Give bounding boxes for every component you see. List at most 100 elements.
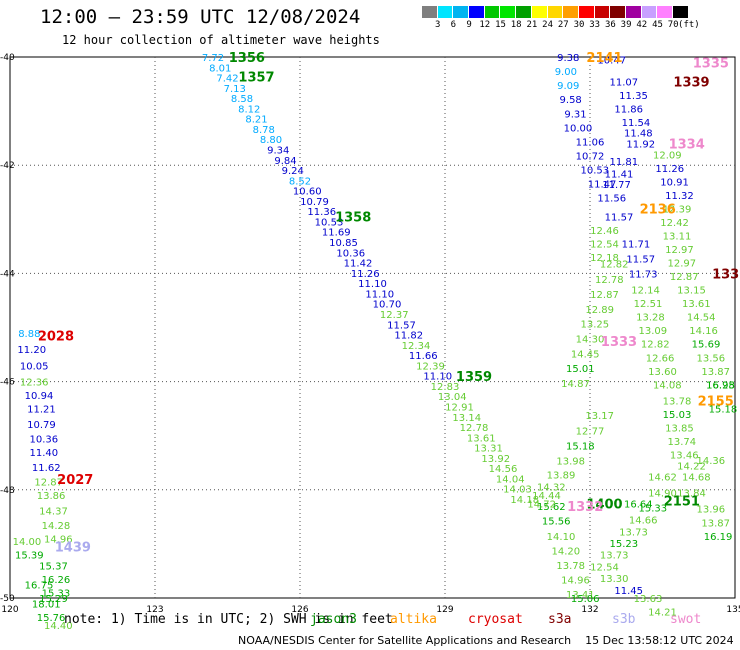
wave-height-value: 14.22 <box>677 461 706 472</box>
wave-height-value: 13.73 <box>619 527 648 538</box>
x-tick-label: 123 <box>146 605 163 615</box>
wave-height-value: 12.87 <box>590 290 619 301</box>
wave-height-value: 12.82 <box>641 340 670 351</box>
wave-height-value: 9.09 <box>557 81 579 92</box>
wave-height-value: 8.01 <box>209 63 231 74</box>
wave-height-value: 13.09 <box>639 326 668 337</box>
wave-height-value: 14.32 <box>537 483 566 494</box>
track-id-label: 1335 <box>693 56 729 71</box>
wave-height-value: 14.40 <box>44 621 73 632</box>
wave-height-value: 14.20 <box>552 546 581 557</box>
wave-height-value: 10.85 <box>329 238 358 249</box>
wave-height-value: 14.90 <box>648 489 677 500</box>
wave-height-value: 13.60 <box>648 367 677 378</box>
scale-label: 15 <box>495 20 506 30</box>
wave-height-value: 15.37 <box>39 562 68 573</box>
color-scale-bar <box>422 6 689 18</box>
wave-height-value: 16.19 <box>704 532 733 543</box>
wave-height-value: 11.10 <box>365 289 394 300</box>
wave-height-value: 14.45 <box>571 349 600 360</box>
wave-height-value: 10.05 <box>20 361 49 372</box>
wave-height-value: 11.47 <box>588 180 617 191</box>
scale-swatch <box>610 6 626 18</box>
wave-height-value: 14.44 <box>532 491 561 502</box>
wave-height-value: 14.10 <box>547 532 576 543</box>
x-tick-label: 120 <box>1 605 18 615</box>
scale-swatch <box>531 6 548 18</box>
wave-height-value: 13.04 <box>438 392 467 403</box>
wave-height-value: 13.63 <box>634 594 663 605</box>
wave-height-value: 13.17 <box>585 411 614 422</box>
scale-label: 12 <box>479 20 491 30</box>
wave-height-value: 14.96 <box>44 534 73 545</box>
wave-height-value: 11.69 <box>322 228 351 239</box>
wave-height-value: 14.04 <box>496 474 525 485</box>
wave-height-value: 8.21 <box>245 115 267 126</box>
wave-height-value: 13.87 <box>701 367 730 378</box>
wave-height-value: 13.28 <box>636 313 665 324</box>
scale-swatch <box>437 6 454 18</box>
wave-height-value: 13.31 <box>474 444 503 455</box>
wave-height-value: 13.87 <box>701 518 730 529</box>
wave-height-value: 11.42 <box>344 259 373 270</box>
wave-height-value: 12.97 <box>668 259 697 270</box>
wave-height-value: 11.82 <box>394 331 423 342</box>
wave-height-value: 10.36 <box>30 434 59 445</box>
wave-height-value: 11.57 <box>387 320 416 331</box>
track-labels: 7.728.017.427.138.588.128.218.788.809.34… <box>13 51 740 632</box>
wave-height-value: 16.75 <box>25 580 54 591</box>
wave-height-value: 12.51 <box>634 299 663 310</box>
wave-height-value: 12.18 <box>590 253 619 264</box>
scale-swatch <box>673 6 689 18</box>
wave-height-value: 11.26 <box>655 164 684 175</box>
wave-height-value: 13.92 <box>481 454 510 465</box>
wave-height-value: 12.78 <box>460 423 489 434</box>
wave-height-value: 13.46 <box>670 451 699 462</box>
track-id-label: 1439 <box>55 541 91 556</box>
wave-height-value: 8.80 <box>260 135 282 146</box>
wave-height-value: 13.73 <box>600 551 629 562</box>
wave-height-value: 11.41 <box>605 169 634 180</box>
wave-height-value: 13.41 <box>566 590 595 601</box>
wave-height-value: 12.09 <box>653 150 682 161</box>
wave-height-value: 15.69 <box>692 340 721 351</box>
wave-height-value: 14.68 <box>682 472 711 483</box>
wave-height-value: 12.97 <box>665 245 694 256</box>
y-tick-label: -44 <box>0 269 15 279</box>
wave-height-value: 13.25 <box>581 320 610 331</box>
wave-height-value: 14.36 <box>697 456 726 467</box>
wave-height-value: 14.62 <box>648 472 677 483</box>
satellite-legend-item: swot <box>670 612 702 627</box>
wave-height-value: 18.01 <box>32 599 61 610</box>
wave-height-value: 11.86 <box>614 104 643 115</box>
wave-height-value: 13.84 <box>677 489 706 500</box>
track-id-label: 1357 <box>238 70 274 85</box>
scale-swatch <box>657 6 673 18</box>
wave-height-value: 16.95 <box>706 380 735 391</box>
wave-height-value: 11.45 <box>614 586 643 597</box>
wave-height-value: 13.61 <box>682 299 711 310</box>
wave-height-value: 9.34 <box>267 146 289 157</box>
wave-height-value: 11.71 <box>622 240 651 251</box>
track-id-label: 1359 <box>456 370 492 385</box>
wave-height-value: 13.96 <box>697 505 726 516</box>
wave-height-value: 16.26 <box>42 575 71 586</box>
wave-height-value: 14.08 <box>653 380 682 391</box>
scale-swatch <box>563 6 579 18</box>
wave-height-value: 12.39 <box>663 204 692 215</box>
satellite-legend-item: jason3 <box>310 612 357 627</box>
wave-height-value: 15.33 <box>639 504 668 515</box>
wave-height-value: 13.56 <box>697 353 726 364</box>
wave-height-value: 14.54 <box>687 313 716 324</box>
scale-label: 21 <box>526 20 538 30</box>
wave-height-value: 15.62 <box>537 502 566 513</box>
wave-height-value: 11.73 <box>629 269 658 280</box>
track-id-label: 1333 <box>601 335 637 350</box>
wave-height-value: 9.58 <box>560 95 582 106</box>
wave-height-value: 11.56 <box>597 194 626 205</box>
wave-height-value: 12.46 <box>590 226 619 237</box>
wave-height-value: 12.36 <box>20 378 49 389</box>
wave-height-value: 13.11 <box>663 232 692 243</box>
wave-height-value: 15.06 <box>571 594 600 605</box>
